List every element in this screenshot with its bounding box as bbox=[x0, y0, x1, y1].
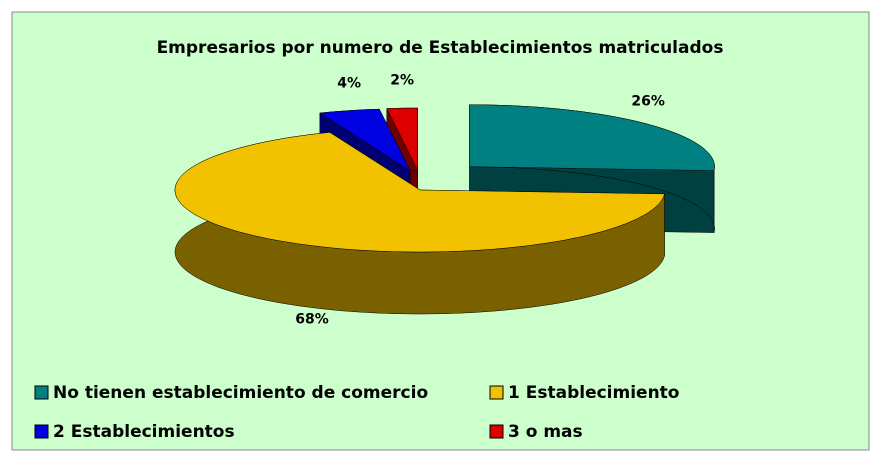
legend-swatch bbox=[489, 385, 504, 400]
chart-title: Empresarios por numero de Establecimient… bbox=[157, 38, 724, 58]
data-label: 26% bbox=[631, 94, 665, 110]
legend-label: 2 Establecimientos bbox=[53, 422, 235, 442]
data-label: 4% bbox=[337, 76, 361, 92]
pie-slice bbox=[386, 107, 418, 171]
legend-label: 1 Establecimiento bbox=[508, 383, 680, 403]
legend-label: 3 o mas bbox=[508, 422, 583, 442]
pie-slice bbox=[319, 108, 411, 172]
legend-label: No tienen establecimiento de comercio bbox=[53, 383, 428, 403]
pie-slice bbox=[174, 132, 665, 253]
legend-swatch bbox=[489, 424, 504, 439]
data-label: 68% bbox=[295, 312, 329, 328]
data-label: 2% bbox=[390, 73, 414, 89]
pie-slice bbox=[469, 104, 715, 171]
legend-swatch bbox=[34, 385, 49, 400]
legend-swatch bbox=[34, 424, 49, 439]
